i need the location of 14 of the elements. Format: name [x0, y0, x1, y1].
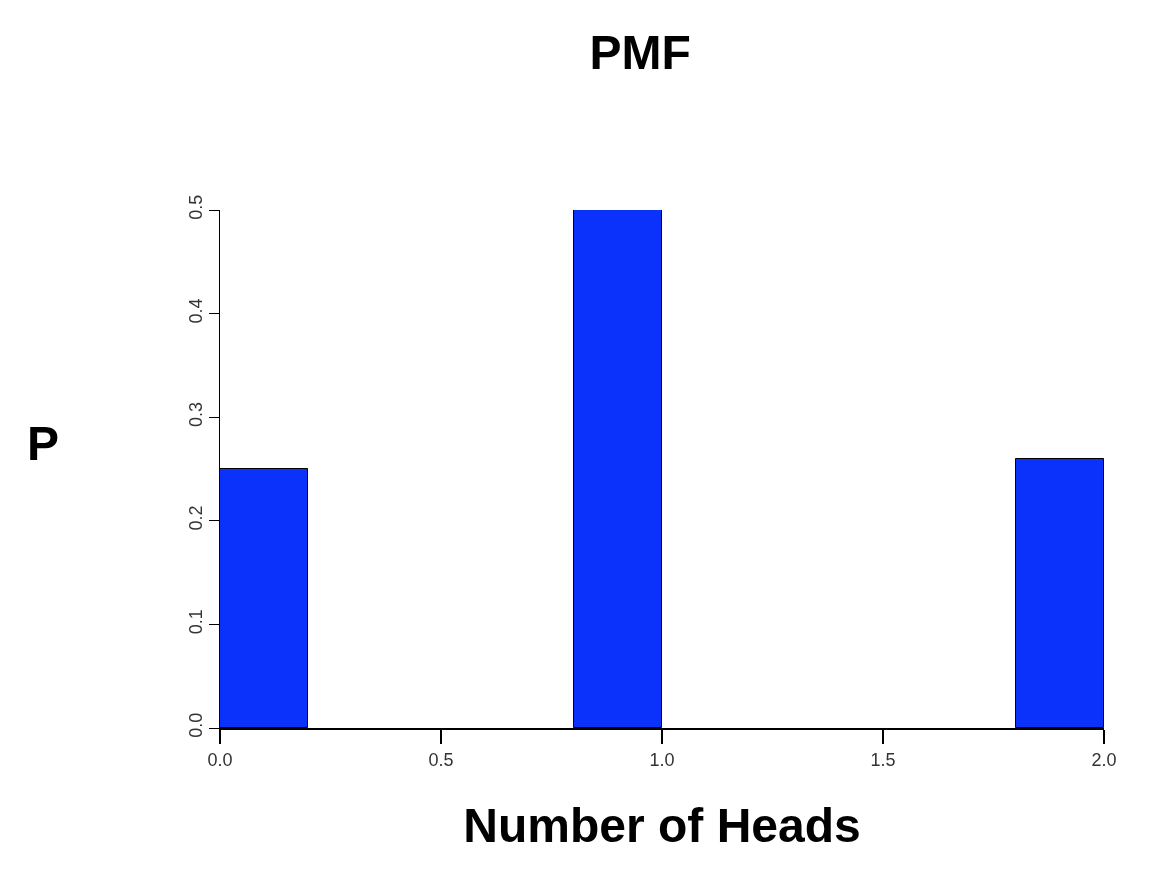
x-tick-label: 2.0 [1091, 749, 1117, 770]
x-axis-title: Number of Heads [463, 799, 861, 853]
x-tick-label: 0.5 [428, 749, 454, 770]
x-tick-label: 1.5 [870, 749, 896, 770]
x-tick-label: 1.0 [649, 749, 675, 770]
y-tick-label: 0.2 [185, 505, 206, 531]
y-tick-label: 0.4 [185, 298, 206, 324]
x-tick-label: 0.0 [207, 749, 233, 770]
y-axis-title: P [27, 417, 60, 470]
y-tick-label: 0.0 [185, 712, 206, 738]
y-tick-label: 0.5 [185, 194, 206, 220]
y-tick-label: 0.3 [185, 401, 206, 428]
y-tick-label: 0.1 [185, 609, 206, 635]
chart-title: PMF [589, 26, 691, 80]
